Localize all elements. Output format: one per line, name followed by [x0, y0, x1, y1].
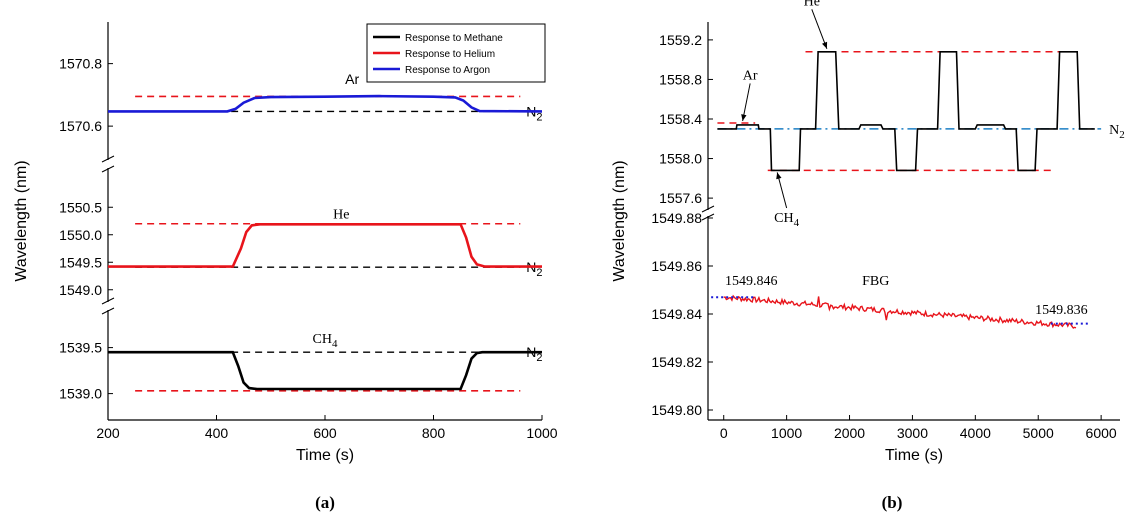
a-legend: Response to Methane Response to Helium Res… [366, 23, 546, 83]
a-x-axis-label: Time (s) [296, 447, 354, 464]
b-x-tick-label-4: 4000 [960, 425, 991, 441]
a-x-tick-label-4: 1000 [526, 425, 557, 441]
b-annotation-arrowhead-2 [776, 172, 782, 180]
b-n2-label: N2 [1109, 123, 1125, 141]
b-value-label-1: 1549.836 [1035, 303, 1088, 318]
a-axis-break-mark-0b [101, 165, 115, 173]
a-x-tick-label-2: 600 [313, 425, 337, 441]
a-axis-break-mark-0 [101, 155, 115, 163]
b-top-y-tick-label-4: 1559.2 [659, 32, 702, 48]
a-legend-label-0: Response to Methane [405, 33, 503, 44]
a-y-tick-label-2-0: 1539.0 [59, 386, 102, 402]
b-annotation-arrow-1 [811, 9, 828, 49]
a-series-line-1-0 [108, 223, 542, 268]
a-gas-label-1: He [333, 207, 349, 222]
a-legend-label-1: Response to Helium [405, 49, 495, 60]
b-x-tick-label-6: 6000 [1086, 425, 1117, 441]
b-x-axis-label: Time (s) [885, 447, 943, 464]
b-axis-break-mark [701, 205, 715, 213]
a-panel-label: (a) [315, 493, 335, 512]
a-y-tick-label-0-1: 1570.8 [59, 56, 102, 72]
b-bottom-y-tick-label-2: 1549.84 [651, 306, 702, 322]
b-bottom-y-tick-label-4: 1549.88 [651, 210, 702, 226]
a-y-tick-label-1-0: 1549.0 [59, 282, 102, 298]
a-axis-break-gap-0 [102, 160, 114, 168]
a-n2-label-1: N2 [526, 259, 542, 279]
b-x-tick-label-5: 5000 [1023, 425, 1054, 441]
panel-b-chart: 0 1000 2000 3000 4000 5000 6000 Time (s) Wavelen… [611, 0, 1125, 512]
b-x-tick-label-1: 1000 [771, 425, 802, 441]
b-annotation-label-2: CH4 [774, 211, 799, 229]
b-annotation-label-0: Ar [743, 68, 758, 83]
panel-a-chart: 200 400 600 800 1000 Time (s) Wavelength (nm) (… [13, 22, 558, 512]
a-n2-label-2: N2 [526, 344, 542, 364]
a-series-line-0-0 [108, 94, 543, 113]
a-gas-label-2: CH4 [313, 332, 338, 350]
b-value-label-0: 1549.846 [725, 274, 778, 289]
a-x-tick-label-1: 400 [205, 425, 229, 441]
a-y-axis-label: Wavelength (nm) [13, 160, 30, 281]
a-axis-break-mark-1 [101, 297, 115, 305]
b-bottom-y-tick-label-3: 1549.86 [651, 258, 702, 274]
b-fbg-series-line [723, 294, 1077, 329]
a-y-tick-label-2-1: 1539.5 [59, 340, 102, 356]
a-gas-label-0: Ar [345, 71, 359, 87]
a-n2-label-0: N2 [526, 103, 542, 123]
b-annotation-label-1: He [804, 0, 820, 9]
a-y-tick-label-1-3: 1550.5 [59, 199, 102, 215]
b-top-series-line [717, 50, 1095, 172]
b-x-tick-label-0: 0 [720, 425, 728, 441]
a-legend-label-2: Response to Argon [405, 65, 490, 76]
b-x-tick-label-2: 2000 [834, 425, 865, 441]
b-fbg-label: FBG [862, 274, 889, 289]
a-axis-break-gap-1 [102, 302, 114, 310]
b-panel-label: (b) [882, 493, 903, 512]
b-bottom-y-tick-label-0: 1549.80 [651, 402, 702, 418]
a-series-line-2-0 [108, 350, 542, 391]
b-axis-break-mark-b [701, 213, 715, 221]
b-top-y-tick-label-3: 1558.8 [659, 71, 702, 87]
b-annotation-arrowhead-0 [741, 114, 747, 121]
a-x-tick-label-0: 200 [96, 425, 120, 441]
b-y-axis-label: Wavelength (nm) [611, 160, 628, 281]
b-top-y-tick-label-0: 1557.6 [659, 190, 702, 206]
b-bottom-y-tick-label-1: 1549.82 [651, 354, 702, 370]
a-x-tick-label-3: 800 [422, 425, 446, 441]
b-top-y-tick-label-1: 1558.0 [659, 151, 702, 167]
b-annotation-arrowhead-1 [822, 41, 828, 49]
a-y-tick-label-0-0: 1570.6 [59, 118, 102, 134]
a-y-tick-label-1-2: 1550.0 [59, 227, 102, 243]
a-y-tick-label-1-1: 1549.5 [59, 254, 102, 270]
a-axis-break-mark-1b [101, 307, 115, 315]
b-x-tick-label-3: 3000 [897, 425, 928, 441]
b-axis-break-gap [702, 210, 714, 216]
b-top-y-tick-label-2: 1558.4 [659, 111, 702, 127]
